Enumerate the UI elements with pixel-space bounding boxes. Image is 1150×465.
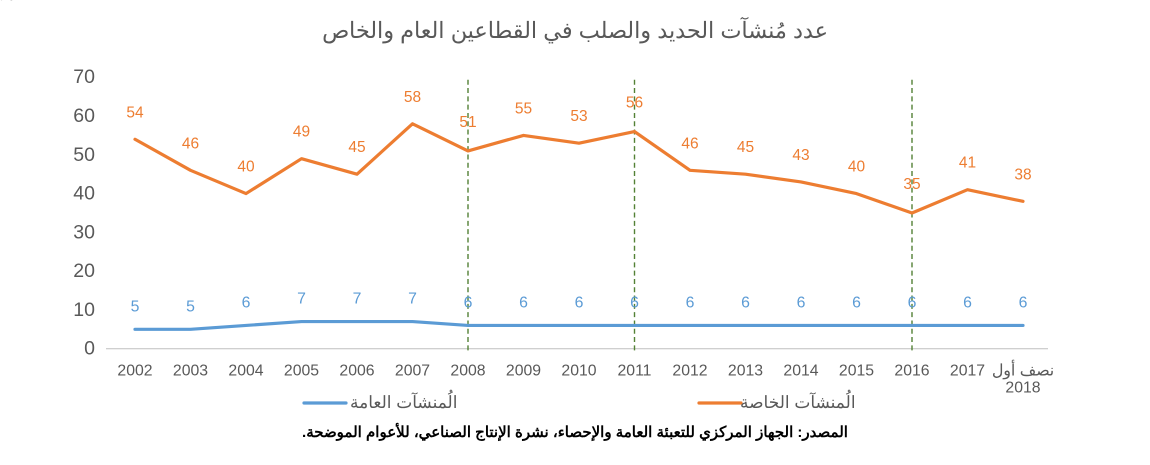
svg-text:20: 20 <box>73 260 95 282</box>
svg-text:2010: 2010 <box>561 363 596 380</box>
svg-text:2008: 2008 <box>450 363 485 380</box>
svg-text:6: 6 <box>630 294 639 311</box>
svg-text:40: 40 <box>848 159 866 176</box>
svg-text:2016: 2016 <box>894 363 929 380</box>
svg-text:6: 6 <box>908 294 917 311</box>
svg-text:6: 6 <box>575 294 584 311</box>
svg-text:35: 35 <box>903 176 920 193</box>
svg-text:40: 40 <box>237 159 255 176</box>
svg-text:38: 38 <box>1014 166 1031 183</box>
svg-text:2004: 2004 <box>228 363 263 380</box>
svg-text:الُمنشآت العامة: الُمنشآت العامة <box>350 389 457 412</box>
svg-text:46: 46 <box>681 135 698 152</box>
svg-text:6: 6 <box>519 294 528 311</box>
svg-text:2007: 2007 <box>395 363 430 380</box>
svg-text:عدد مُنشآت الحديد والصلب في ال: عدد مُنشآت الحديد والصلب في القطاعين الع… <box>322 17 828 44</box>
svg-text:2003: 2003 <box>173 363 208 380</box>
svg-text:10: 10 <box>73 299 95 321</box>
svg-text:2015: 2015 <box>839 363 874 380</box>
svg-text:6: 6 <box>686 294 695 311</box>
svg-text:2014: 2014 <box>783 363 818 380</box>
svg-text:2009: 2009 <box>506 363 541 380</box>
svg-text:7: 7 <box>408 291 417 308</box>
svg-text:54: 54 <box>126 104 144 121</box>
svg-text:6: 6 <box>242 294 251 311</box>
svg-text:56: 56 <box>626 95 643 112</box>
svg-text:43: 43 <box>792 147 809 164</box>
svg-text:6: 6 <box>963 294 972 311</box>
svg-text:60: 60 <box>73 105 95 127</box>
svg-text:الُمنشآت الخاصة: الُمنشآت الخاصة <box>740 389 856 412</box>
svg-text:نصف أول: نصف أول <box>992 360 1054 380</box>
svg-text:53: 53 <box>570 108 587 125</box>
svg-text:46: 46 <box>182 135 199 152</box>
svg-text:2012: 2012 <box>672 363 707 380</box>
svg-text:2005: 2005 <box>284 363 319 380</box>
svg-text:2013: 2013 <box>728 363 763 380</box>
svg-text:منشاة: منشاة <box>0 0 14 3</box>
svg-text:7: 7 <box>297 291 306 308</box>
svg-text:51: 51 <box>459 114 476 131</box>
svg-text:6: 6 <box>1019 294 1028 311</box>
svg-text:41: 41 <box>959 155 976 172</box>
svg-text:5: 5 <box>186 298 195 315</box>
svg-text:40: 40 <box>73 183 95 205</box>
svg-text:49: 49 <box>293 124 310 141</box>
svg-text:70: 70 <box>73 66 95 88</box>
svg-text:50: 50 <box>73 144 95 166</box>
svg-text:2018: 2018 <box>1005 380 1040 397</box>
svg-text:6: 6 <box>464 294 473 311</box>
svg-text:المصدر: الجهاز المركزي للتعبئة: المصدر: الجهاز المركزي للتعبئة العامة وا… <box>302 422 848 442</box>
svg-text:5: 5 <box>131 298 140 315</box>
svg-text:2002: 2002 <box>117 363 152 380</box>
svg-text:2017: 2017 <box>950 363 985 380</box>
svg-text:7: 7 <box>353 291 362 308</box>
svg-text:55: 55 <box>515 100 532 117</box>
svg-text:30: 30 <box>73 221 95 243</box>
svg-text:0: 0 <box>84 338 95 360</box>
svg-text:45: 45 <box>348 139 365 156</box>
svg-text:58: 58 <box>404 89 421 106</box>
svg-text:45: 45 <box>737 139 754 156</box>
svg-text:2006: 2006 <box>339 363 374 380</box>
svg-text:2011: 2011 <box>618 363 652 380</box>
svg-text:6: 6 <box>852 294 861 311</box>
svg-text:6: 6 <box>797 294 806 311</box>
svg-text:6: 6 <box>741 294 750 311</box>
